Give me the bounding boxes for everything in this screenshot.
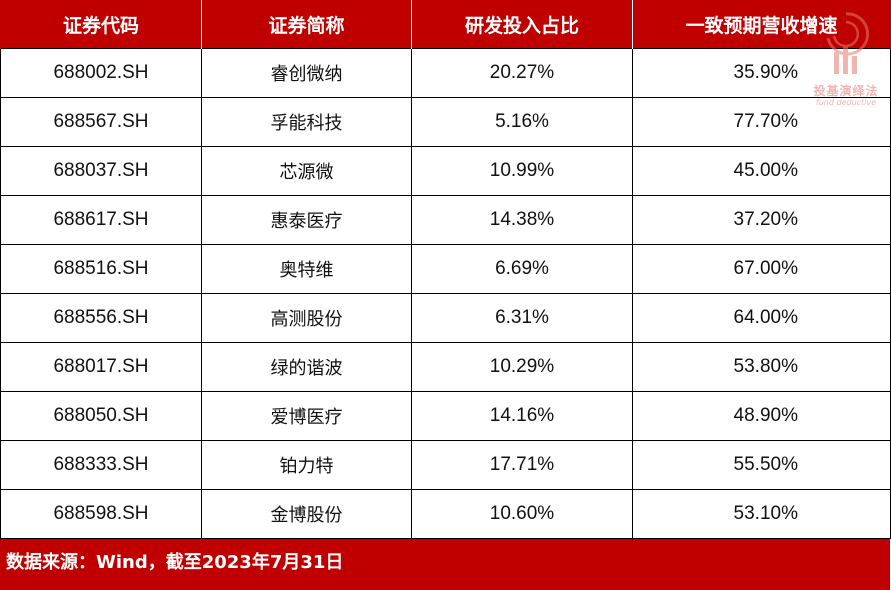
watermark-brand-text: 投基演绎法: [813, 84, 879, 98]
table-row: 688556.SH 高测股份 6.31% 64.00%: [0, 293, 891, 343]
table-row: 688598.SH 金博股份 10.60% 53.10%: [0, 489, 891, 539]
rd-growth-table: 证券代码 证券简称 研发投入占比 一致预期营收增速 688002.SH 睿创微纳…: [0, 0, 891, 539]
cell-growth: 37.20%: [632, 195, 891, 245]
cell-code: 688050.SH: [0, 391, 202, 441]
cell-code: 688017.SH: [0, 342, 202, 392]
table-header-row: 证券代码 证券简称 研发投入占比 一致预期营收增速: [0, 0, 891, 49]
cell-name: 芯源微: [201, 146, 412, 196]
watermark-sub-text: fund deductive: [815, 98, 877, 107]
table-row: 688017.SH 绿的谐波 10.29% 53.80%: [0, 342, 891, 392]
cell-rd-ratio: 10.99%: [411, 146, 633, 196]
cell-rd-ratio: 20.27%: [411, 48, 633, 98]
cell-rd-ratio: 10.29%: [411, 342, 633, 392]
cell-name: 金博股份: [201, 489, 412, 539]
table-row: 688037.SH 芯源微 10.99% 45.00%: [0, 146, 891, 196]
cell-growth: 45.00%: [632, 146, 891, 196]
cell-name: 高测股份: [201, 293, 412, 343]
data-source-text: 数据来源：Wind，截至2023年7月31日: [6, 552, 344, 573]
cell-code: 688598.SH: [0, 489, 202, 539]
cell-growth: 55.50%: [632, 440, 891, 490]
table-row: 688333.SH 铂力特 17.71% 55.50%: [0, 440, 891, 490]
cell-growth: 77.70%: [632, 97, 891, 147]
table-row: 688567.SH 孚能科技 5.16% 77.70%: [0, 97, 891, 147]
cell-name: 绿的谐波: [201, 342, 412, 392]
cell-name: 睿创微纳: [201, 48, 412, 98]
cell-rd-ratio: 5.16%: [411, 97, 633, 147]
header-name: 证券简称: [201, 0, 412, 49]
cell-code: 688002.SH: [0, 48, 202, 98]
cell-code: 688617.SH: [0, 195, 202, 245]
cell-rd-ratio: 6.31%: [411, 293, 633, 343]
cell-name: 孚能科技: [201, 97, 412, 147]
header-code: 证券代码: [0, 0, 202, 49]
cell-rd-ratio: 10.60%: [411, 489, 633, 539]
data-table-container: 证券代码 证券简称 研发投入占比 一致预期营收增速 688002.SH 睿创微纳…: [0, 0, 891, 539]
table-row: 688002.SH 睿创微纳 20.27% 35.90%: [0, 48, 891, 98]
table-row: 688617.SH 惠泰医疗 14.38% 37.20%: [0, 195, 891, 245]
cell-name: 爱博医疗: [201, 391, 412, 441]
cell-rd-ratio: 14.38%: [411, 195, 633, 245]
cell-growth: 53.80%: [632, 342, 891, 392]
cell-rd-ratio: 17.71%: [411, 440, 633, 490]
brand-watermark: 投基演绎法 fund deductive: [808, 8, 884, 108]
cell-growth: 48.90%: [632, 391, 891, 441]
cell-code: 688333.SH: [0, 440, 202, 490]
cell-code: 688556.SH: [0, 293, 202, 343]
table-row: 688050.SH 爱博医疗 14.16% 48.90%: [0, 391, 891, 441]
brand-logo-icon: [826, 12, 870, 74]
cell-rd-ratio: 14.16%: [411, 391, 633, 441]
cell-name: 惠泰医疗: [201, 195, 412, 245]
data-source-footer: 数据来源：Wind，截至2023年7月31日: [0, 539, 890, 590]
cell-growth: 67.00%: [632, 244, 891, 294]
cell-growth: 64.00%: [632, 293, 891, 343]
cell-name: 奥特维: [201, 244, 412, 294]
cell-code: 688037.SH: [0, 146, 202, 196]
table-row: 688516.SH 奥特维 6.69% 67.00%: [0, 244, 891, 294]
cell-code: 688516.SH: [0, 244, 202, 294]
cell-code: 688567.SH: [0, 97, 202, 147]
cell-rd-ratio: 6.69%: [411, 244, 633, 294]
cell-name: 铂力特: [201, 440, 412, 490]
cell-growth: 53.10%: [632, 489, 891, 539]
header-growth: 一致预期营收增速: [632, 0, 891, 49]
header-rd-ratio: 研发投入占比: [411, 0, 633, 49]
